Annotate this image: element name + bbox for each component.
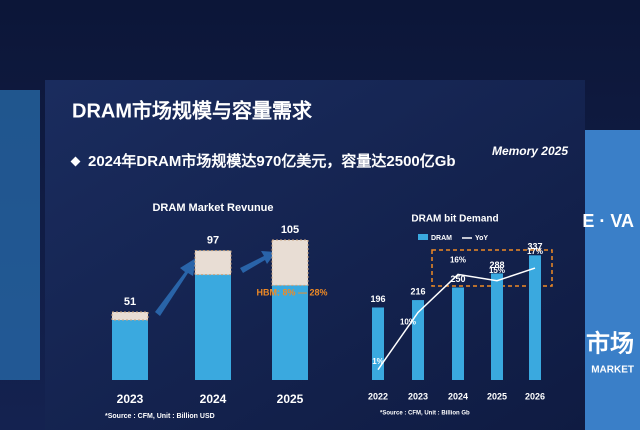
yoy-label: 16% (450, 256, 466, 265)
bar (452, 287, 464, 380)
x-tick-label: 2022 (368, 391, 388, 401)
x-tick-label: 2026 (525, 391, 545, 401)
legend-swatch (418, 234, 428, 240)
side-text: 市场 (586, 329, 634, 357)
x-tick-label: 2023 (117, 392, 144, 406)
logo: Memory 2025 (492, 144, 568, 158)
slide-subtitle: 2024年DRAM市场规模达970亿美元，容量达2500亿Gb (88, 152, 456, 170)
bullet (70, 156, 81, 167)
bar (112, 312, 148, 380)
value-label: 97 (207, 235, 219, 247)
side-top: E · VA (582, 211, 634, 231)
value-label: 51 (124, 296, 136, 308)
x-tick-label: 2024 (200, 392, 227, 406)
left-screen (0, 90, 40, 380)
value-label: 105 (281, 224, 299, 236)
yoy-line (377, 267, 536, 371)
yoy-label: 15% (489, 266, 505, 275)
annotation: HBM: 8% — 28% (256, 287, 327, 297)
hbm-segment (111, 311, 149, 321)
value-label: 196 (370, 294, 385, 304)
highlight-box (431, 249, 553, 287)
arrows (155, 251, 276, 316)
value-label: 288 (489, 260, 504, 270)
yoy-label: 17% (527, 247, 543, 256)
yoy-label: 1% (372, 357, 384, 366)
source-note: *Source : CFM, Unit : Billion Gb (380, 411, 470, 417)
bar (412, 300, 424, 380)
chart-title: DRAM Market Revunue (152, 202, 273, 214)
source-note: *Source : CFM, Unit : Billion USD (105, 413, 215, 420)
bar (529, 255, 541, 380)
bar (491, 273, 503, 380)
x-tick-label: 2025 (277, 392, 304, 406)
legend-label: DRAM (431, 235, 452, 242)
bar (372, 307, 384, 380)
side-sub: MARKET (591, 365, 634, 376)
slide-title: DRAM市场规模与容量需求 (72, 98, 313, 122)
hbm-segment (271, 239, 309, 286)
yoy-label: 10% (400, 318, 416, 327)
value-label: 337 (527, 242, 542, 252)
hbm-segment (194, 250, 232, 276)
x-tick-label: 2025 (487, 391, 507, 401)
value-label: 216 (410, 286, 425, 296)
x-tick-label: 2024 (448, 391, 468, 401)
chart-title: DRAM bit Demand (411, 214, 498, 225)
legend-label: YoY (475, 235, 488, 242)
x-tick-label: 2023 (408, 391, 428, 401)
value-label: 250 (450, 274, 465, 284)
right-screen (585, 130, 640, 430)
